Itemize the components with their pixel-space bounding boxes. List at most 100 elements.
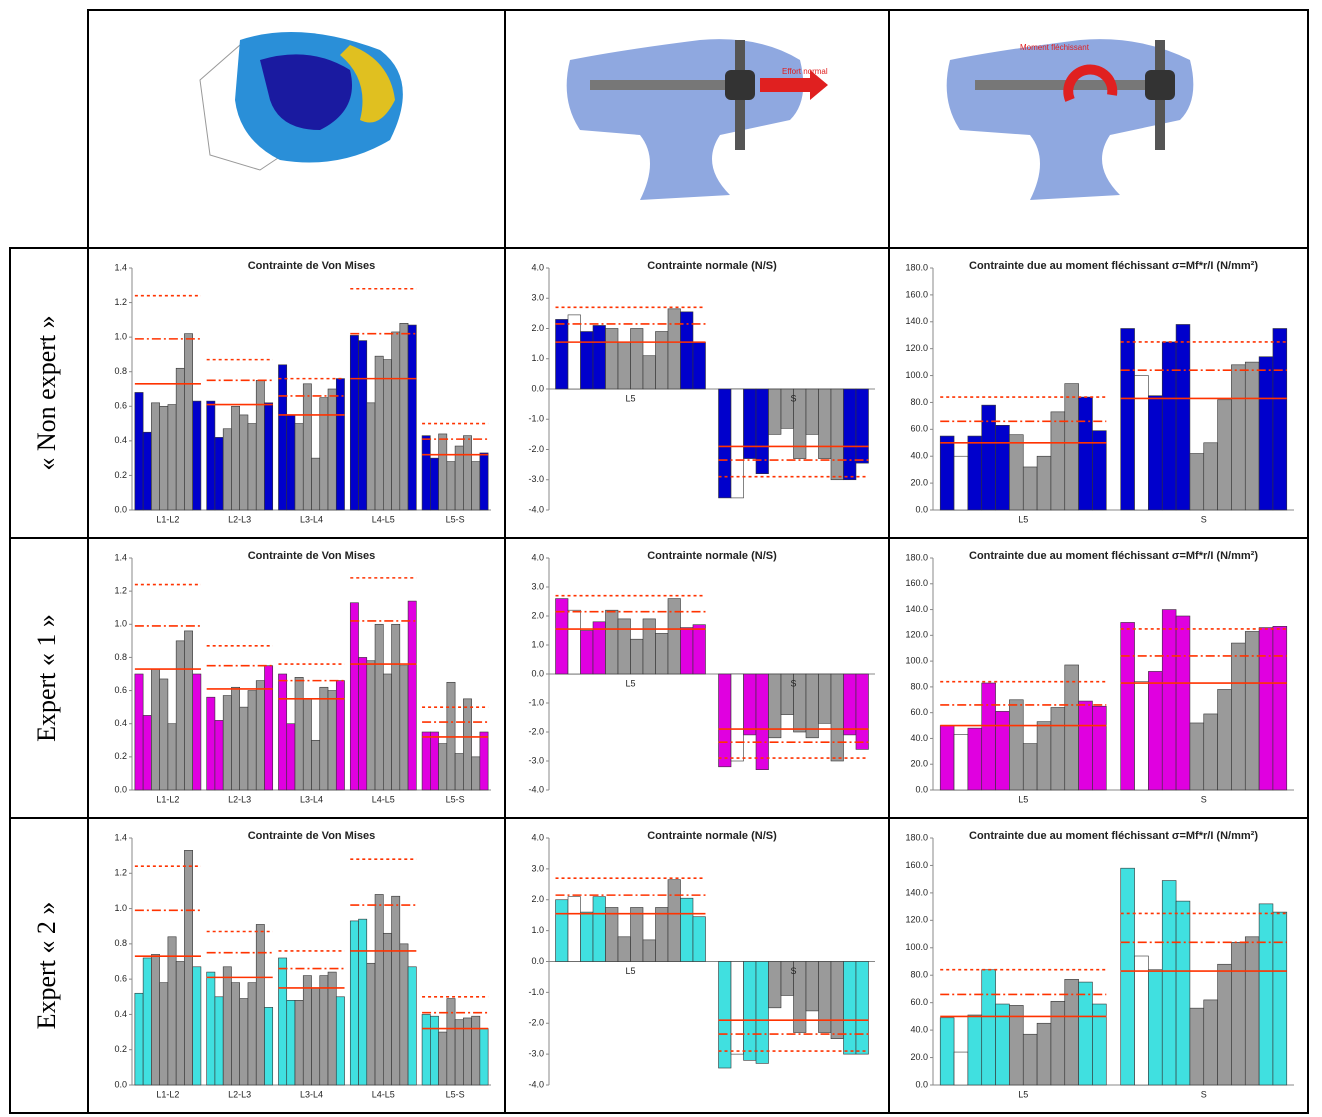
x-tick-label: L5 [1018, 794, 1028, 804]
bar [1161, 609, 1177, 791]
bar [630, 907, 644, 962]
bar [358, 918, 368, 1086]
bar [430, 457, 439, 511]
bar [159, 678, 169, 791]
chart: -4.0 -3.0 -2.0 -1.0 0.0 1.0 2.0 3.0 4.0 L5 S Contra… [528, 260, 875, 514]
y-tick-label: -4.0 [528, 784, 544, 794]
bar [567, 314, 581, 390]
bar [953, 455, 969, 511]
y-tick-label: 140.0 [905, 316, 928, 326]
y-tick-label: 1.4 [114, 552, 127, 562]
y-tick-label: 140.0 [905, 887, 928, 897]
x-tick-label: L5-S [446, 1089, 465, 1099]
y-tick-label: 0.6 [114, 685, 127, 695]
bar [134, 992, 144, 1086]
bar [1120, 328, 1135, 511]
bar [1148, 671, 1163, 791]
x-tick-label: L1-L2 [156, 514, 179, 524]
y-tick-label: 160.0 [905, 289, 928, 299]
chart-title: Contrainte normale (N/S) [647, 550, 777, 562]
bar [1148, 395, 1163, 511]
bar [142, 715, 152, 791]
bar [454, 1019, 464, 1086]
bar [327, 971, 337, 1086]
bar [667, 308, 681, 390]
y-tick-label: 40.0 [910, 1024, 928, 1034]
x-tick-label: L5-S [446, 794, 465, 804]
bar [818, 673, 832, 724]
bar [1231, 941, 1246, 1086]
y-tick-label: 100.0 [905, 370, 928, 380]
x-tick-label: L1-L2 [156, 1089, 179, 1099]
bar [1092, 1003, 1107, 1086]
y-tick-label: 0.0 [915, 504, 928, 514]
y-tick-label: -1.0 [528, 697, 544, 707]
bar [743, 388, 757, 459]
bar [605, 328, 619, 390]
y-tick-label: 0.0 [114, 784, 127, 794]
bar [302, 975, 312, 1086]
bar [349, 920, 359, 1086]
chart-title: Contrainte normale (N/S) [647, 830, 777, 842]
bar [818, 961, 832, 1033]
bar [743, 961, 757, 1061]
row-label: « Non expert » [32, 315, 61, 470]
bar [1217, 399, 1232, 511]
bar [175, 640, 185, 791]
bar [995, 711, 1010, 791]
bar [630, 328, 644, 390]
bar [1203, 442, 1218, 511]
bar [692, 341, 706, 390]
y-tick-label: 0.0 [114, 1079, 127, 1089]
bar [222, 428, 232, 511]
table-cell [9, 817, 89, 1114]
bar [1272, 328, 1288, 511]
x-tick-label: S [1201, 1089, 1207, 1099]
bar [555, 598, 569, 675]
bar [1078, 396, 1093, 511]
bar [438, 433, 448, 511]
bar [184, 630, 193, 791]
bar [247, 690, 257, 791]
bar [391, 895, 401, 1086]
bar [335, 996, 345, 1086]
bar [214, 996, 224, 1086]
y-tick-label: 80.0 [910, 970, 928, 980]
bar [1134, 375, 1149, 511]
bar [981, 682, 996, 791]
y-tick-label: -4.0 [528, 1079, 544, 1089]
bar [953, 734, 969, 791]
bar [184, 333, 193, 511]
bar [463, 435, 472, 511]
x-tick-label: L5 [625, 966, 635, 976]
bar [692, 624, 706, 675]
x-tick-label: L1-L2 [156, 794, 179, 804]
bar [805, 673, 819, 739]
bar [239, 414, 249, 511]
chart: 0.0 20.0 40.0 60.0 80.0 100.0 120.0 140.0 160.0 1… [905, 260, 1294, 524]
bar [206, 971, 216, 1086]
bar [1189, 722, 1205, 791]
bar [382, 673, 392, 791]
bar [843, 388, 857, 481]
bar [446, 461, 456, 511]
row-label: Expert « 1 » [32, 614, 61, 742]
bar [680, 897, 694, 962]
bar [167, 723, 177, 791]
bar [1217, 963, 1232, 1086]
bar [358, 657, 368, 791]
bar [471, 756, 481, 791]
bar [1022, 743, 1038, 791]
bar [1203, 999, 1218, 1086]
bar [1258, 627, 1274, 791]
illustration-fem [199, 32, 403, 171]
y-tick-label: 1.0 [114, 903, 127, 913]
bar [286, 414, 296, 511]
bar [430, 1015, 439, 1086]
y-tick-label: 80.0 [910, 681, 928, 691]
bar [454, 753, 464, 791]
x-tick-label: L2-L3 [228, 794, 251, 804]
bar [718, 961, 732, 1069]
bar [843, 961, 857, 1055]
bar [327, 690, 337, 791]
